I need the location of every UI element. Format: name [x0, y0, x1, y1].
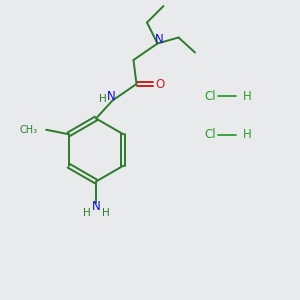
Text: N: N	[106, 90, 116, 104]
Text: H: H	[82, 208, 90, 218]
Text: H: H	[243, 89, 252, 103]
Text: H: H	[102, 208, 110, 218]
Text: Cl: Cl	[204, 128, 216, 142]
Text: H: H	[243, 128, 252, 142]
Text: H: H	[99, 94, 107, 104]
Text: Cl: Cl	[204, 89, 216, 103]
Text: N: N	[92, 200, 100, 214]
Text: O: O	[155, 77, 164, 91]
Text: N: N	[154, 33, 164, 46]
Text: CH₃: CH₃	[20, 125, 38, 135]
